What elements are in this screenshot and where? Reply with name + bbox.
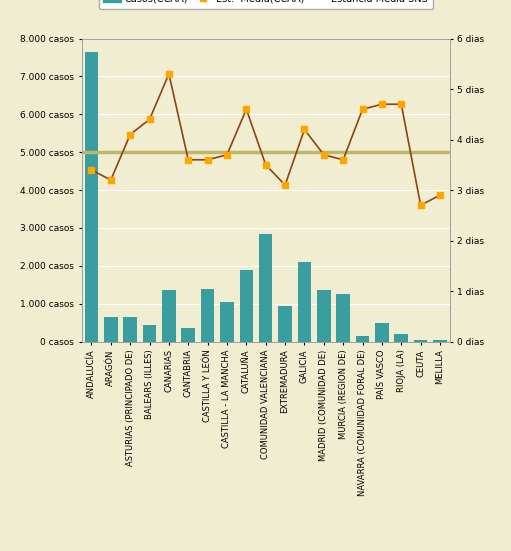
Bar <box>181 328 195 342</box>
Bar <box>317 290 331 342</box>
Bar <box>336 294 350 342</box>
Bar <box>433 341 447 342</box>
Bar <box>201 289 215 342</box>
Bar <box>220 302 234 342</box>
Bar <box>356 336 369 342</box>
Bar <box>240 269 253 342</box>
Legend: Casos(CCAA), Est.  Media(CCAA), Estancia Media SNS: Casos(CCAA), Est. Media(CCAA), Estancia … <box>99 0 433 9</box>
Bar <box>375 323 389 342</box>
Bar <box>162 290 176 342</box>
Bar <box>298 262 311 342</box>
Bar <box>85 52 98 342</box>
Bar <box>259 234 272 342</box>
Bar <box>143 325 156 342</box>
Bar <box>123 317 137 342</box>
Bar <box>394 334 408 342</box>
Bar <box>278 306 292 342</box>
Bar <box>414 340 427 342</box>
Bar <box>104 317 118 342</box>
